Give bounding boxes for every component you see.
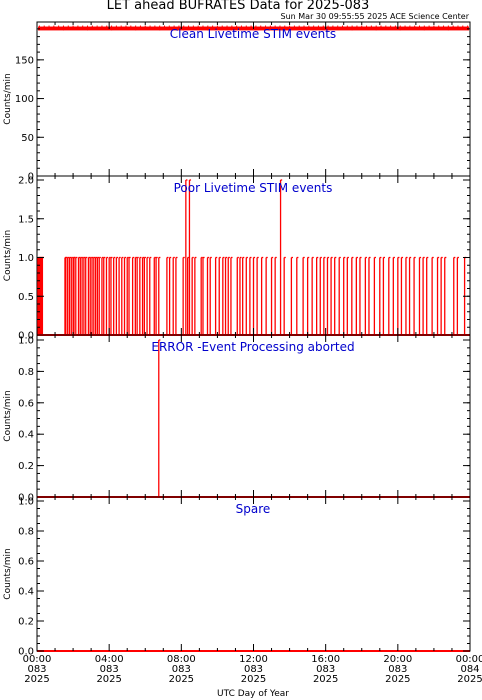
y-tick-label: 1.0 [18,253,34,264]
x-axis-label: UTC Day of Year [217,689,289,699]
y-tick-label: 150 [15,55,34,66]
y-tick-label: 0.0 [18,331,34,342]
x-tick-time: 04:00 [95,654,124,665]
y-tick-label: 0.8 [18,367,34,378]
y-tick-label: 0.6 [18,557,34,568]
panel-title: ERROR -Event Processing aborted [151,340,354,354]
x-tick-year: 2025 [313,674,338,685]
y-axis-label: Counts/min [3,73,13,124]
panel-frame [36,21,471,177]
x-tick-year: 2025 [96,674,121,685]
y-tick-label: 0.4 [18,587,34,598]
x-tick-doy: 084 [460,664,479,675]
x-tick-doy: 083 [172,664,191,675]
y-tick-label: 0.2 [18,617,34,628]
y-tick-label: 0.2 [18,461,34,472]
x-tick-doy: 083 [388,664,407,675]
y-tick-label: 2.0 [18,176,34,187]
y-tick-label: 0.4 [18,430,34,441]
y-tick-label: 0.5 [18,292,34,303]
y-tick-label: 0 [28,172,34,183]
panel-4: 0.0 0.2 0.4 0.6 0.8 1.0 Spare Counts/min [3,496,471,658]
x-tick-year: 2025 [24,674,49,685]
panel-frame [36,334,471,498]
x-tick-doy: 083 [100,664,119,675]
panel-2: 0.0 0.5 1.0 1.5 2.0 Poor Livetime STIM events… [3,175,471,342]
x-tick-year: 2025 [385,674,410,685]
x-tick-time: 20:00 [383,654,412,665]
y-axis-label: Counts/min [3,230,13,281]
panel-1: 0 50 100 150 Clean Livetime STIM events Count… [3,21,471,183]
x-tick-year: 2025 [169,674,194,685]
x-tick-doy: 083 [244,664,263,675]
x-tick-labels: 00:00083202504:00083202508:00083202512:0… [23,654,482,685]
panel-3: 0.0 0.2 0.4 0.6 0.8 1.0 ERROR -Event Processin… [3,334,471,504]
x-tick-time: 08:00 [167,654,196,665]
y-tick-label: 1.5 [18,214,34,225]
y-axis-label: Counts/min [3,548,13,599]
x-tick-time: 00:00 [456,654,482,665]
y-axis-label: Counts/min [3,390,13,441]
y-tick-label: 0.8 [18,527,34,538]
x-tick-time: 00:00 [23,654,52,665]
y-tick-label: 0.6 [18,398,34,409]
y-tick-label: 1.0 [18,497,34,508]
panel-title: Clean Livetime STIM events [170,27,336,41]
y-tick-label: 100 [15,94,34,105]
x-tick-time: 12:00 [239,654,268,665]
chart-title: LET ahead BUFRATES Data for 2025-083 [107,0,370,13]
x-tick-doy: 083 [316,664,335,675]
y-tick-label: 0.0 [18,493,34,504]
x-tick-time: 16:00 [311,654,340,665]
panel-frame [36,496,471,652]
chart-timestamp: Sun Mar 30 09:55:55 2025 ACE Science Cen… [281,12,470,21]
y-tick-label: 1.0 [18,336,34,347]
panel-title: Poor Livetime STIM events [174,181,333,195]
x-tick-year: 2025 [241,674,266,685]
panel-title: Spare [236,502,271,516]
y-tick-label: 0.0 [18,647,34,658]
x-tick-year: 2025 [457,674,482,685]
panels-group: 0 50 100 150 Clean Livetime STIM events Count… [3,21,471,658]
x-tick-doy: 083 [27,664,46,675]
y-tick-label: 50 [21,133,34,144]
